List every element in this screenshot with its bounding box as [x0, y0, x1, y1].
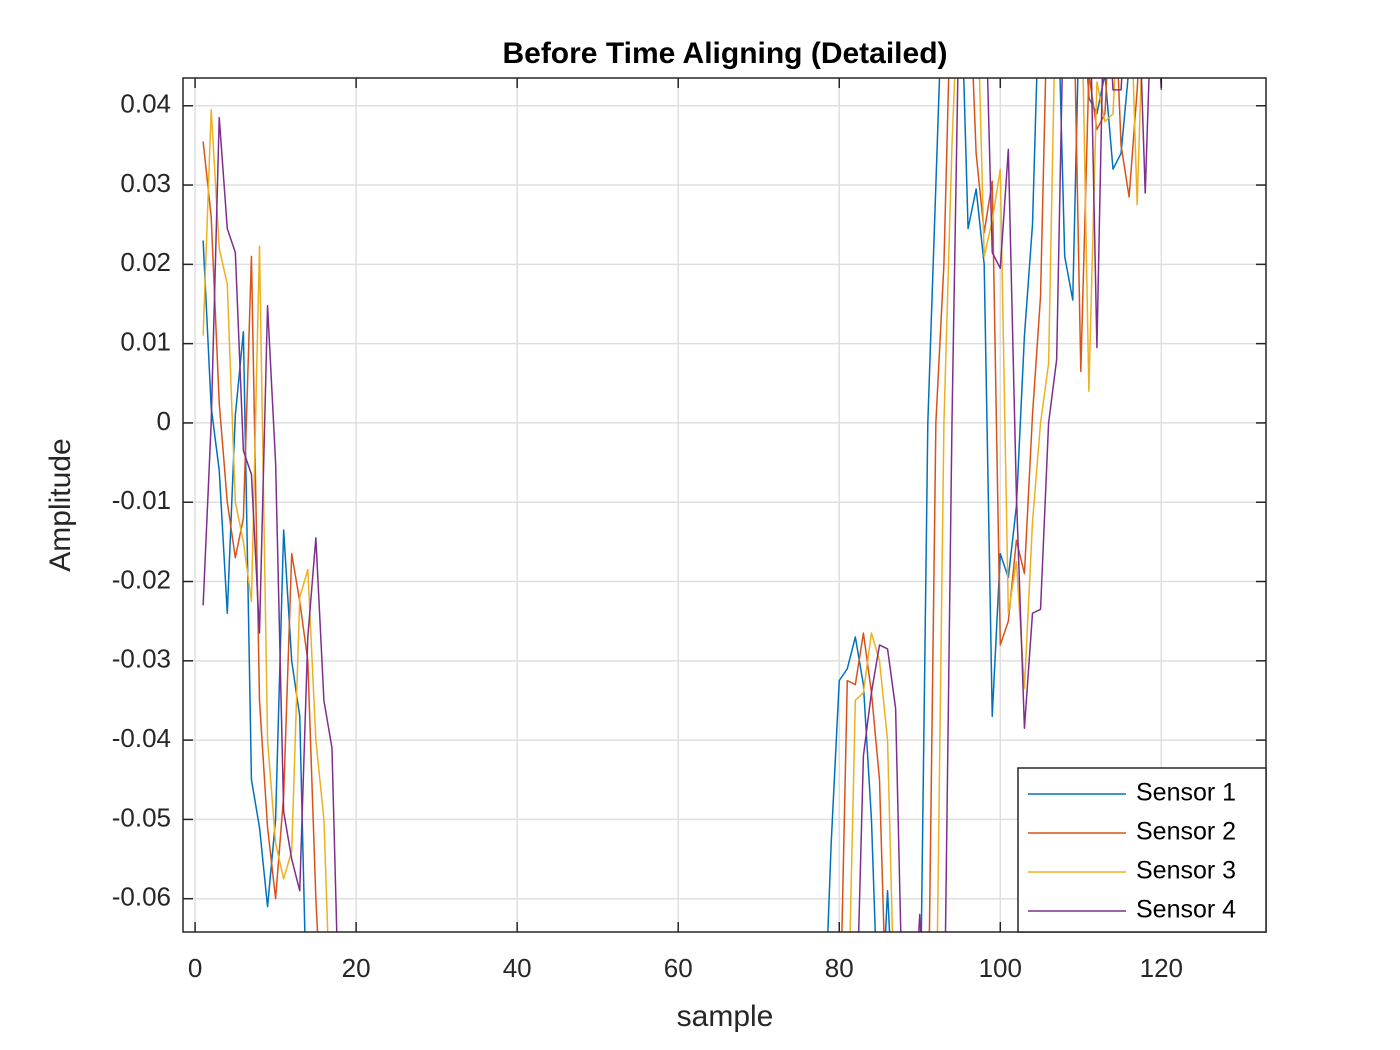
chart-title: Before Time Aligning (Detailed)	[502, 37, 947, 70]
y-tick-label: 0.04	[120, 89, 171, 119]
ticks: 0 20 40 60 80 100 120 -0.06 -0.05 -0.04 -0.03 -0.02…	[112, 78, 1266, 983]
y-tick-label: 0.01	[120, 327, 171, 357]
x-tick-label: 80	[825, 953, 854, 983]
y-tick-label: -0.05	[112, 802, 171, 832]
y-tick-label: 0	[157, 406, 171, 436]
x-tick-label: 0	[188, 953, 202, 983]
series-line	[202, 78, 1139, 932]
grid	[183, 78, 1266, 932]
axes-box	[182, 77, 1267, 933]
legend-label: Sensor 4	[1136, 896, 1236, 924]
y-tick-label: -0.02	[112, 564, 171, 594]
y-tick-label: 0.03	[120, 168, 171, 198]
series-lines	[202, 78, 1163, 932]
legend-label: Sensor 3	[1136, 857, 1236, 885]
y-tick-label: -0.01	[112, 485, 171, 515]
series-line	[202, 78, 1163, 932]
x-tick-label: 120	[1140, 953, 1183, 983]
series-line	[202, 78, 1129, 932]
y-tick-label: -0.03	[112, 644, 171, 674]
y-tick-label: -0.06	[112, 882, 171, 912]
y-tick-label: 0.02	[120, 247, 171, 277]
legend-label: Sensor 1	[1136, 779, 1236, 807]
y-tick-label: -0.04	[112, 723, 171, 753]
x-tick-label: 60	[664, 953, 693, 983]
x-tick-label: 40	[503, 953, 532, 983]
legend: Sensor 1 Sensor 2 Sensor 3 Sensor 4	[1017, 767, 1267, 933]
legend-box	[1017, 767, 1267, 933]
x-axis-label: sample	[677, 1000, 774, 1033]
y-axis-label: Amplitude	[44, 438, 77, 571]
x-tick-label: 20	[342, 953, 371, 983]
legend-label: Sensor 2	[1136, 818, 1236, 846]
x-tick-label: 100	[979, 953, 1022, 983]
